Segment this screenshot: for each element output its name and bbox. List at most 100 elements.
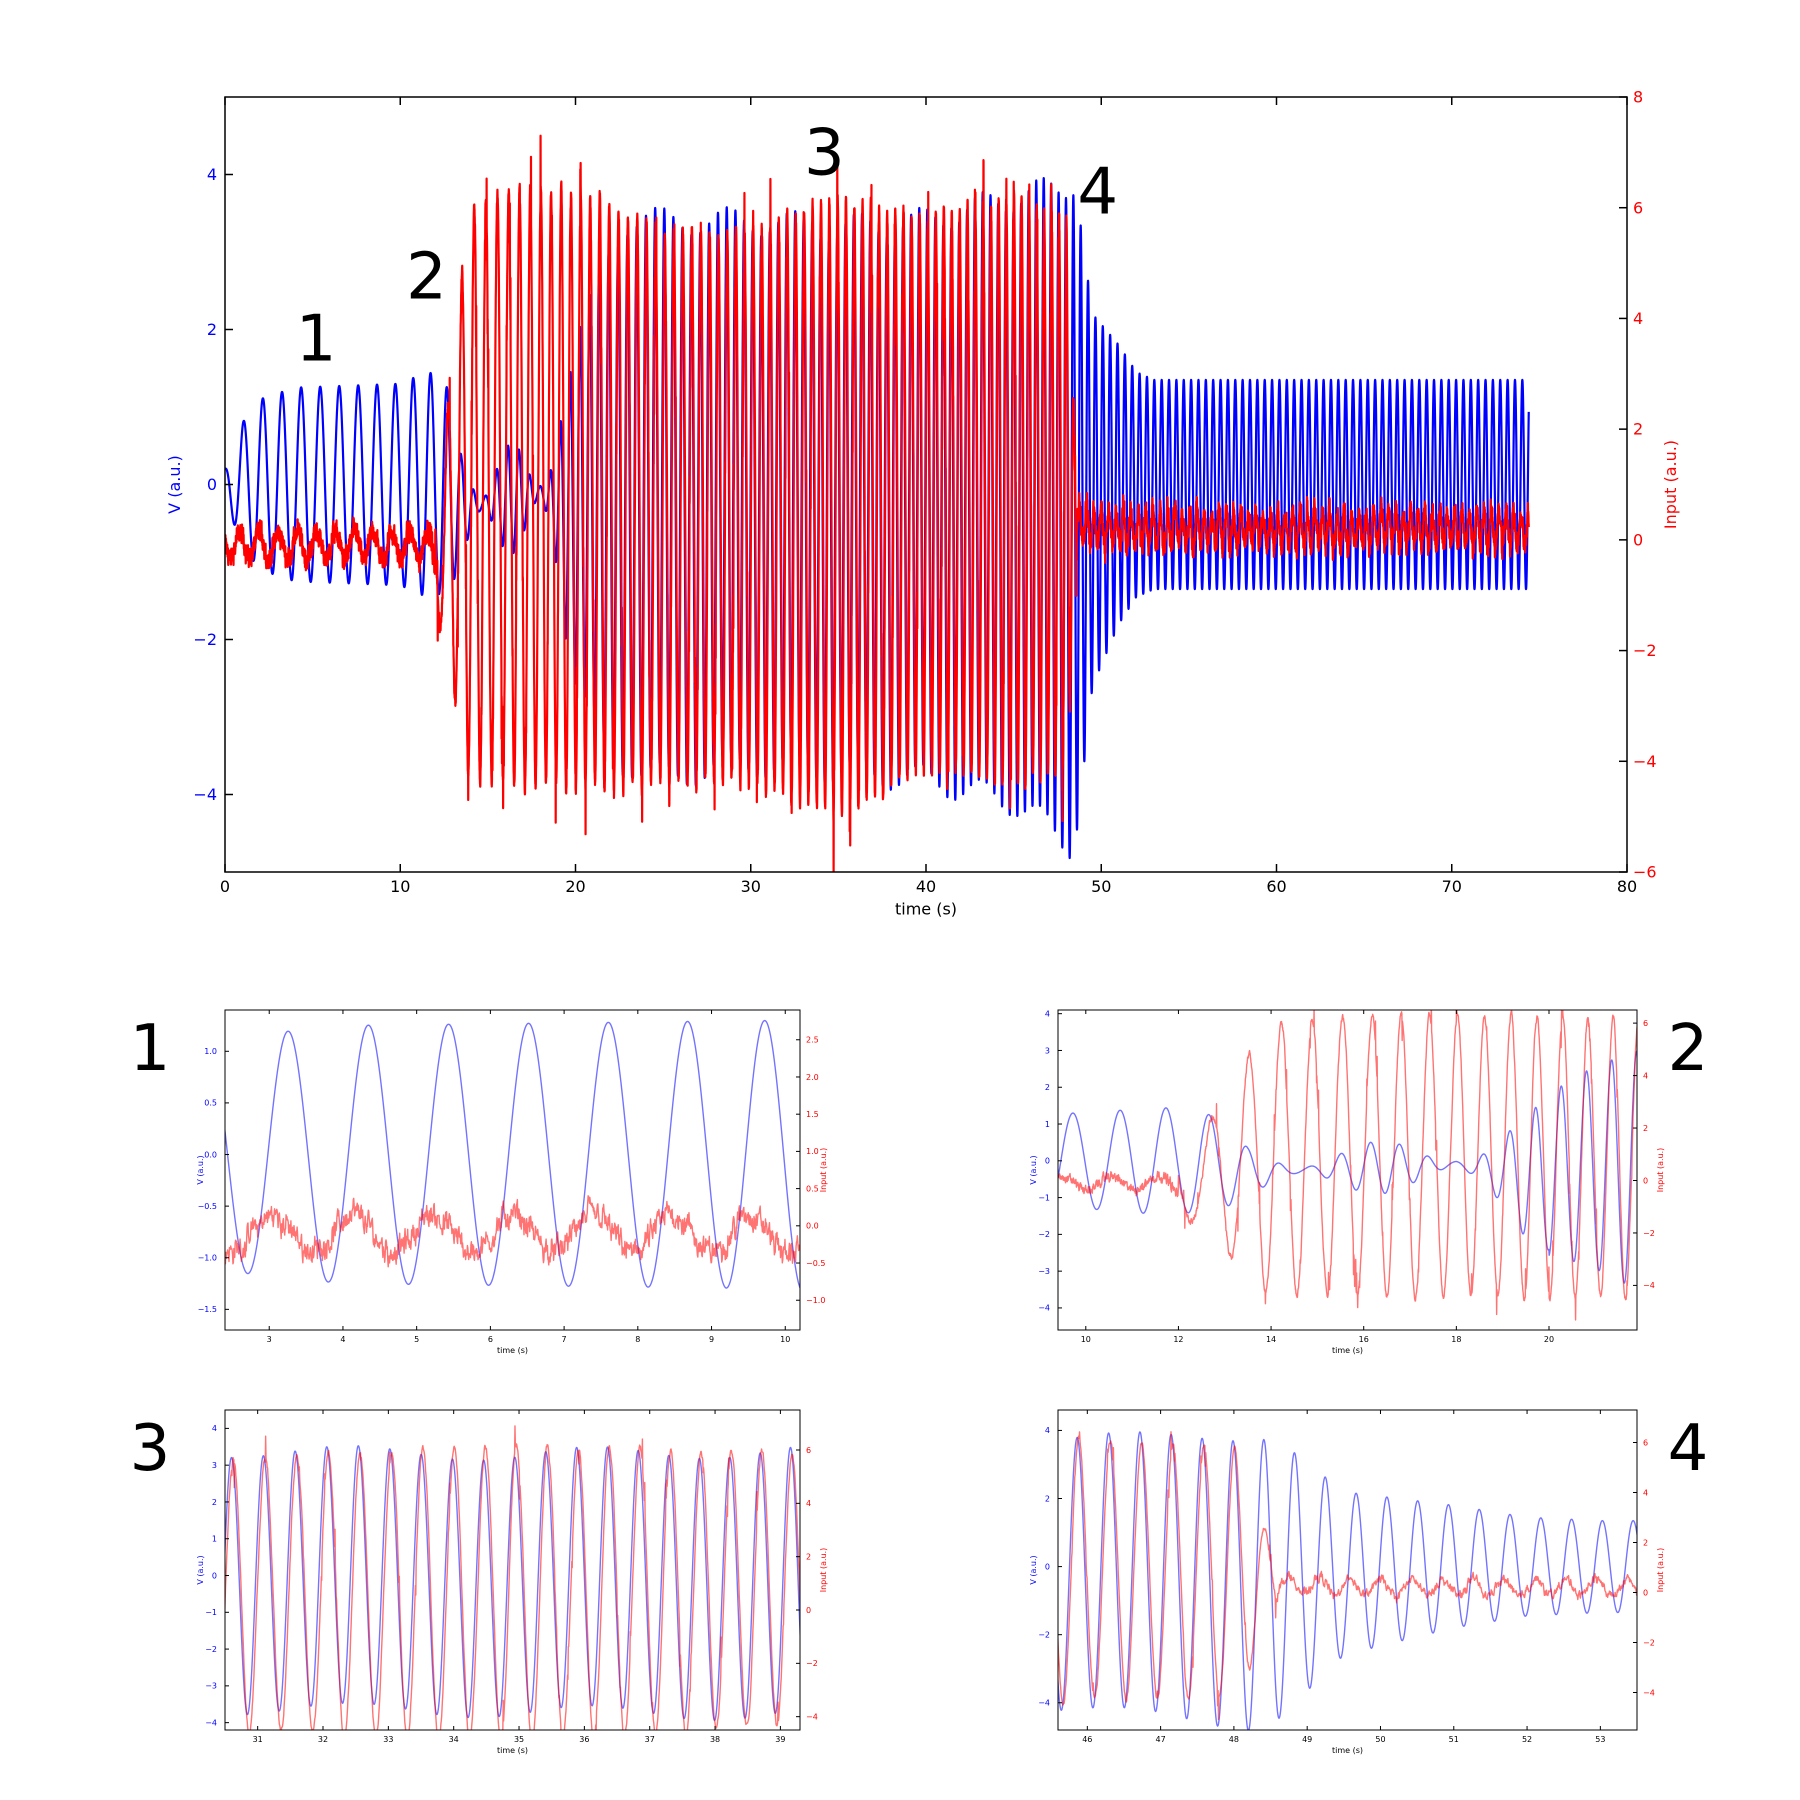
y-left-tick-label: −2 — [1038, 1230, 1050, 1239]
y-right-tick-label: 4 — [806, 1499, 811, 1508]
x-tick-label: 20 — [1544, 1335, 1554, 1344]
y-right-tick-label: 4 — [1643, 1488, 1648, 1497]
y-right-tick-label: 0 — [1643, 1588, 1648, 1597]
y-left-tick-label: −3 — [205, 1682, 217, 1691]
x-tick-label: 46 — [1082, 1735, 1092, 1744]
series-input-line — [225, 1425, 800, 1730]
x-tick-label: 40 — [916, 877, 936, 896]
y-left-tick-label: −2 — [205, 1645, 217, 1654]
x-tick-label: 9 — [709, 1335, 714, 1344]
panel-label-3: 3 — [130, 1412, 171, 1486]
x-tick-label: 47 — [1156, 1735, 1166, 1744]
y-right-tick-label: 1.0 — [806, 1147, 819, 1156]
x-tick-label: 37 — [645, 1735, 655, 1744]
y-left-tick-label: 3 — [1045, 1046, 1050, 1055]
y-right-tick-label: 4 — [1643, 1071, 1648, 1080]
y-right-tick-label: 2.0 — [806, 1073, 819, 1082]
y-left-tick-label: −4 — [193, 785, 217, 804]
x-tick-label: 31 — [253, 1735, 263, 1744]
series-input-line — [1058, 1010, 1637, 1321]
y-right-tick-label: 0.0 — [806, 1222, 819, 1231]
y-right-tick-label: 2 — [806, 1552, 811, 1561]
x-tick-label: 50 — [1375, 1735, 1385, 1744]
plot-frame — [1057, 1409, 1638, 1731]
chart-panel1: 3 4 5 6 7 8 9 10 −1.5 −1.0 −0.5 0.0 0.5 1.0 −1.0 −0.5 0.… — [130, 1009, 828, 1355]
y-left-tick-label: 4 — [1045, 1426, 1050, 1435]
x-tick-label: 10 — [780, 1335, 790, 1344]
y-right-tick-label: 4 — [1633, 309, 1643, 328]
y-left-tick-label: 2 — [1045, 1083, 1050, 1092]
x-tick-label: 60 — [1266, 877, 1286, 896]
x-tick-label: 80 — [1617, 877, 1637, 896]
y-left-tick-label: 0 — [207, 475, 217, 494]
x-tick-label: 3 — [267, 1335, 272, 1344]
y-right-tick-label: 2.5 — [806, 1036, 819, 1045]
plot-frame — [224, 1009, 801, 1331]
y-right-tick-label: 1.5 — [806, 1110, 819, 1119]
y-right-tick-label: 0 — [1633, 530, 1643, 549]
y-left-tick-label: −1.5 — [198, 1305, 217, 1314]
y-right-tick-label: −2 — [1643, 1638, 1655, 1647]
y-left-tick-label: 0.0 — [204, 1150, 217, 1159]
x-tick-label: 18 — [1451, 1335, 1461, 1344]
x-tick-label: 7 — [562, 1335, 567, 1344]
x-tick-label: 10 — [390, 877, 410, 896]
x-tick-label: 10 — [1081, 1335, 1091, 1344]
y-right-axis-label: Input (a.u.) — [819, 1148, 828, 1193]
y-right-tick-label: −6 — [1633, 863, 1657, 882]
annotation-label-2: 2 — [406, 241, 447, 315]
chart-panel3: 31 32 33 34 35 36 37 38 39−4−3−2−101234−4−20246t… — [130, 1409, 828, 1755]
x-tick-label: 5 — [414, 1335, 419, 1344]
y-left-tick-label: 0 — [1045, 1562, 1050, 1571]
x-tick-label: 16 — [1359, 1335, 1369, 1344]
y-right-tick-label: −4 — [1643, 1281, 1655, 1290]
x-tick-label: 39 — [775, 1735, 785, 1744]
y-right-tick-label: 0 — [806, 1606, 811, 1615]
series-input-line — [1058, 1431, 1637, 1721]
y-left-tick-label: −4 — [205, 1718, 217, 1727]
y-right-tick-label: −2 — [1633, 641, 1657, 660]
x-tick-label: 32 — [318, 1735, 328, 1744]
y-left-tick-label: 4 — [207, 165, 217, 184]
series-voltage-line — [1058, 1431, 1637, 1730]
x-tick-label: 50 — [1091, 877, 1111, 896]
y-right-tick-label: 0.5 — [806, 1184, 819, 1193]
y-right-tick-label: 2 — [1643, 1538, 1648, 1547]
y-right-tick-label: −4 — [1633, 752, 1657, 771]
series-voltage-line — [225, 1445, 800, 1722]
annotation-label-1: 1 — [296, 303, 337, 377]
y-right-axis-label: Input (a.u.) — [1661, 440, 1680, 529]
series-input-line — [225, 134, 1530, 872]
y-right-tick-label: −2 — [1643, 1229, 1655, 1238]
y-right-tick-label: −1.0 — [806, 1296, 825, 1305]
y-left-tick-label: −4 — [1038, 1699, 1050, 1708]
y-left-tick-label: 0 — [1045, 1157, 1050, 1166]
x-tick-label: 49 — [1302, 1735, 1312, 1744]
y-right-tick-label: 8 — [1633, 88, 1643, 107]
y-left-tick-label: 4 — [212, 1424, 217, 1433]
x-tick-label: 34 — [449, 1735, 459, 1744]
y-left-tick-label: 3 — [212, 1461, 217, 1470]
x-tick-label: 53 — [1595, 1735, 1605, 1744]
y-right-tick-label: −4 — [806, 1712, 818, 1721]
y-left-tick-label: 0 — [212, 1571, 217, 1580]
y-left-axis-label: V (a.u.) — [196, 1155, 205, 1184]
panel-label-1: 1 — [130, 1012, 171, 1086]
y-right-tick-label: 0 — [1643, 1176, 1648, 1185]
x-tick-label: 12 — [1173, 1335, 1183, 1344]
y-left-tick-label: 1 — [1045, 1120, 1050, 1129]
x-tick-label: 30 — [741, 877, 761, 896]
x-axis-label: time (s) — [895, 899, 957, 918]
y-right-tick-label: 6 — [1643, 1438, 1648, 1447]
y-right-tick-label: −2 — [806, 1659, 818, 1668]
y-left-axis-label: V (a.u.) — [196, 1555, 205, 1584]
series-input-line — [225, 1195, 800, 1268]
annotation-label-3: 3 — [804, 117, 845, 191]
x-tick-label: 51 — [1449, 1735, 1459, 1744]
y-left-axis-label: V (a.u.) — [1029, 1555, 1038, 1584]
x-tick-label: 14 — [1266, 1335, 1276, 1344]
x-tick-label: 0 — [220, 877, 230, 896]
x-axis-label: time (s) — [497, 1346, 528, 1355]
